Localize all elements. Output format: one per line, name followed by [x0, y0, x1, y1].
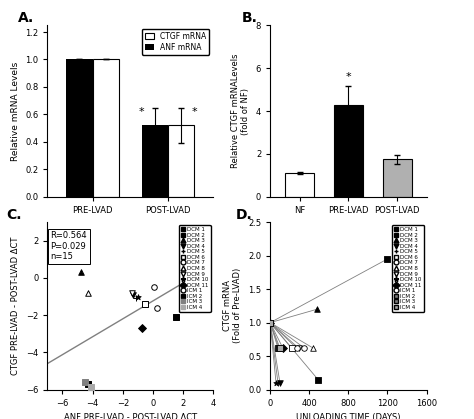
Legend: DCM 1, DCM 2, DCM 3, DCM 4, DCM 5, DCM 6, DCM 7, DCM 8, DCM 9, DCM 10, DCM 11, I: DCM 1, DCM 2, DCM 3, DCM 4, DCM 5, DCM 6…	[392, 225, 424, 312]
Point	[266, 319, 274, 326]
Point	[266, 319, 274, 326]
Point	[266, 319, 274, 326]
Point	[142, 301, 149, 308]
Point	[179, 269, 187, 276]
Text: *: *	[346, 72, 351, 82]
Y-axis label: CTGF PRE-LVAD - POST-LVAD ΔCT: CTGF PRE-LVAD - POST-LVAD ΔCT	[11, 237, 20, 375]
Point	[313, 306, 321, 313]
Y-axis label: Relative CTGF mRNALevels
(fold of NF): Relative CTGF mRNALevels (fold of NF)	[231, 54, 250, 168]
Point	[266, 319, 274, 326]
Point	[266, 319, 274, 326]
Point	[266, 319, 274, 326]
Point	[133, 295, 140, 302]
Bar	[142, 125, 168, 197]
Bar	[66, 59, 92, 197]
Point	[288, 345, 295, 352]
Point	[301, 345, 308, 352]
Bar	[168, 125, 194, 197]
Point	[266, 319, 274, 326]
Point	[266, 319, 274, 326]
Point	[314, 376, 322, 383]
Bar	[285, 173, 314, 197]
Point	[77, 269, 84, 276]
Point	[134, 293, 142, 300]
Text: C.: C.	[6, 208, 21, 222]
Point	[293, 345, 301, 352]
X-axis label: ANF PRE-LVAD - POST-LVAD ΔCT: ANF PRE-LVAD - POST-LVAD ΔCT	[64, 413, 197, 419]
Bar	[92, 59, 119, 197]
Point	[84, 290, 92, 296]
Point	[275, 345, 283, 352]
Point	[172, 314, 179, 321]
Y-axis label: CTGF mRNA
(Fold of Pre-LVAD): CTGF mRNA (Fold of Pre-LVAD)	[223, 268, 243, 344]
Point	[84, 381, 92, 388]
Point	[295, 345, 302, 352]
Text: A.: A.	[18, 11, 34, 25]
Point	[266, 319, 274, 326]
Text: B.: B.	[242, 11, 258, 25]
Point	[310, 345, 317, 352]
Point	[128, 290, 136, 296]
Point	[129, 291, 137, 298]
Point	[266, 319, 274, 326]
Point	[266, 319, 274, 326]
Point	[138, 325, 146, 331]
Point	[274, 380, 282, 386]
Point	[87, 383, 95, 390]
Point	[272, 380, 280, 386]
Point	[276, 380, 284, 386]
Bar	[334, 105, 363, 197]
Text: R=0.564
P=0.029
n=15: R=0.564 P=0.029 n=15	[50, 231, 87, 261]
Point	[266, 319, 274, 326]
Point	[82, 379, 89, 385]
Bar	[383, 159, 412, 197]
Legend: CTGF mRNA, ANF mRNA: CTGF mRNA, ANF mRNA	[142, 29, 210, 54]
Y-axis label: Relative mRNA Levels: Relative mRNA Levels	[10, 62, 19, 160]
Text: D.: D.	[236, 208, 253, 222]
Text: *: *	[191, 107, 197, 117]
Point	[383, 256, 391, 262]
Point	[274, 345, 282, 352]
Point	[266, 319, 274, 326]
X-axis label: UNLOADING TIME (DAYS): UNLOADING TIME (DAYS)	[296, 413, 401, 419]
Point	[276, 345, 284, 352]
Point	[154, 304, 161, 311]
Point	[151, 284, 158, 291]
Text: *: *	[139, 107, 145, 117]
Point	[266, 319, 274, 326]
Point	[279, 345, 287, 352]
Point	[266, 319, 274, 326]
Legend: DCM 1, DCM 2, DCM 3, DCM 4, DCM 5, DCM 6, DCM 7, DCM 8, DCM 9, DCM 10, DCM 11, I: DCM 1, DCM 2, DCM 3, DCM 4, DCM 5, DCM 6…	[179, 225, 210, 312]
